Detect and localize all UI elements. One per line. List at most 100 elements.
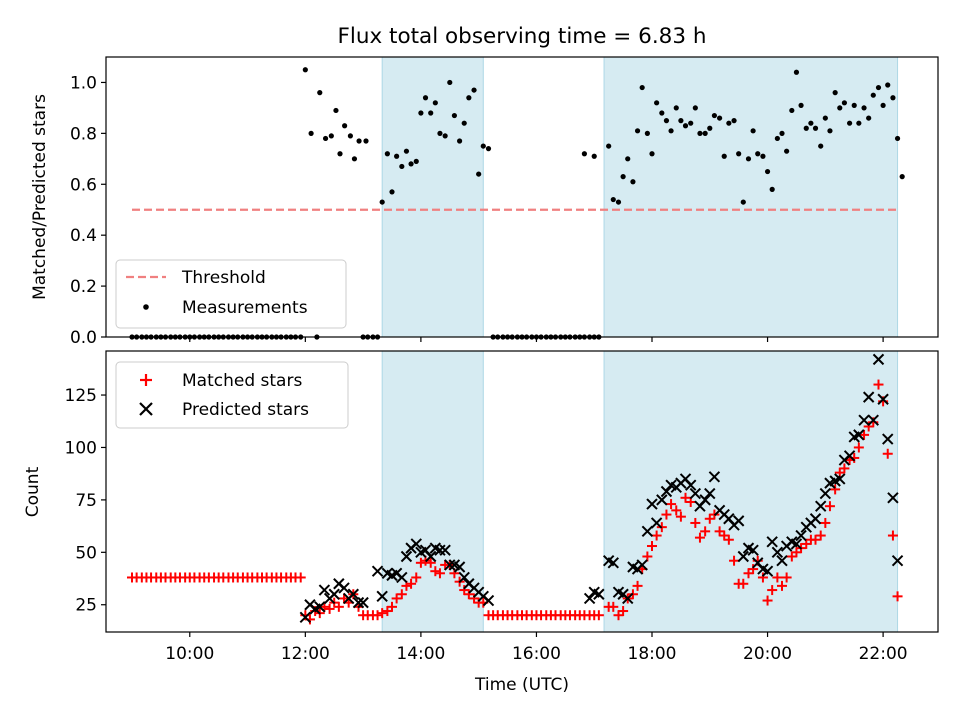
matched-star-point [675,511,686,522]
predicted-star-point [685,479,697,491]
bottom-x-tick-label: 10:00 [165,644,214,664]
measurement-point [451,112,457,119]
measurement-point [890,95,896,101]
measurement-point [736,151,742,157]
measurement-point [721,153,727,159]
top-y-axis-label: Matched/Predicted stars [30,94,50,300]
measurement-point [885,82,891,88]
top-y-tick-label: 0.4 [70,226,97,246]
predicted-star-point [761,565,774,577]
measurement-point [673,105,679,111]
measurement-point [333,107,339,114]
matched-star-point [430,566,441,577]
measurement-point [581,151,588,157]
measurement-point [870,92,876,98]
measurement-point [702,130,708,136]
predicted-star-point [439,544,451,556]
predicted-star-point [660,485,673,498]
matched-star-point [810,534,821,545]
matched-star-point [666,499,677,510]
measurement-point [610,196,616,203]
matched-star-point [680,492,691,503]
top-legend-box [115,259,347,329]
predicted-star-point [371,565,384,577]
measurement-point [808,120,814,126]
measurement-point [847,120,853,126]
predicted-star-point [853,429,865,441]
measurement-point [760,153,766,159]
measurement-point [818,143,824,149]
measurement-point [726,120,732,126]
matched-star-point [690,517,701,528]
matched-star-point [757,572,768,583]
matched-star-point [333,601,344,612]
measurement-point [678,118,684,124]
predicted-star-point [858,414,870,426]
measurement-point [639,84,645,91]
measurement-point [649,151,655,157]
predicted-star-point [877,393,889,405]
matched-star-point [324,603,335,614]
legend-matched-swatch [140,374,152,386]
matched-star-point [463,589,474,600]
measurement-point [437,130,443,136]
measurement-point [779,130,785,136]
measurement-point [379,199,385,205]
matched-star-point [738,578,749,589]
measurement-point [856,120,862,126]
predicted-star-point [425,550,437,563]
predicted-star-point [583,592,596,605]
top-shaded-interval-1 [603,56,899,338]
measurement-point [457,138,463,144]
top-axes-frame [105,56,939,338]
bottom-y-tick-label: 75 [75,491,97,511]
predicted-star-point [737,550,749,563]
measurement-point [688,120,694,126]
measurement-point [476,171,482,177]
matched-star-point [632,580,643,591]
legend-threshold-label: Threshold [181,268,266,288]
predicted-star-point [641,525,654,538]
matched-star-point [887,530,898,541]
matched-star-point [425,557,436,568]
matched-star-point [700,526,711,537]
measurement-point [774,135,780,142]
legend-predicted-swatch [139,402,153,416]
top-y-tick-label: 0.0 [70,328,97,348]
predicted-star-point [453,561,466,573]
matched-star-point [411,572,422,583]
measurement-point [606,143,612,149]
predicted-star-point [747,544,759,556]
bottom-x-tick-label: 22:00 [859,644,908,664]
matched-star-point [434,568,445,579]
predicted-star-point [396,571,408,584]
measurement-point [432,100,438,106]
measurement-point [351,156,358,162]
measurement-point [625,156,631,162]
matched-star-point [824,501,835,512]
measurement-point [428,110,434,116]
matched-star-point [767,585,778,596]
bottom-count-points [127,353,904,625]
bottom-legend-box [115,361,349,429]
bottom-legend: Matched stars Predicted stars [115,361,349,429]
predicted-star-point [299,611,312,624]
bottom-shaded-interval-1 [603,350,899,633]
bottom-x-tick-label: 18:00 [628,644,677,664]
bottom-axes-frame [105,350,939,633]
legend-predicted-label: Predicted stars [182,400,309,420]
top-y-tick-label: 0.2 [70,277,97,297]
predicted-star-point [732,515,745,527]
top-y-tick-label: 0.8 [70,124,97,144]
matched-star-point [853,442,864,453]
predicted-star-point [887,492,899,504]
predicted-star-point [444,559,456,571]
measurement-point [418,110,424,116]
measurement-point [461,120,467,126]
top-y-tick-label: 0.6 [70,175,97,195]
predicted-star-point [607,557,619,569]
figure-title: Flux total observing time = 6.83 h [338,24,707,49]
predicted-star-point [400,550,413,563]
matched-star-point [694,532,705,543]
measurement-point [764,168,771,175]
